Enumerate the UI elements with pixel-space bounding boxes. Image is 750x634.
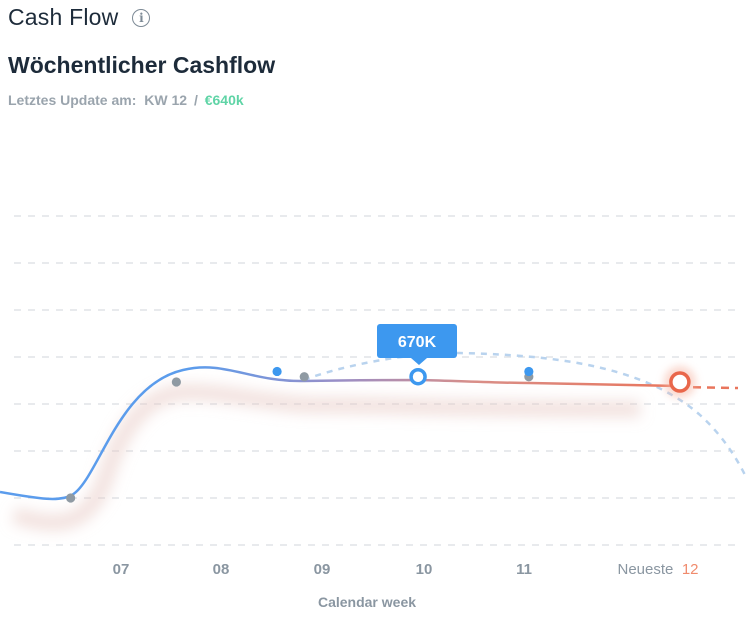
x-tick-label-latest: Neueste 12 xyxy=(617,561,698,578)
data-point[interactable] xyxy=(66,493,76,503)
x-axis-title: Calendar week xyxy=(318,594,416,610)
latest-prefix: Neueste xyxy=(617,561,673,578)
last-update: Letztes Update am: KW 12 / €640k xyxy=(8,92,244,108)
tooltip-arrow xyxy=(411,358,427,365)
x-axis: 07 08 09 10 11 Neueste 12 Calendar week xyxy=(113,561,699,610)
forecast-point[interactable] xyxy=(524,366,534,377)
tooltip: 670K xyxy=(377,324,457,365)
latest-point[interactable] xyxy=(669,371,691,393)
info-icon[interactable]: i xyxy=(132,8,151,27)
tooltip-value: 670K xyxy=(398,334,437,351)
chart-marks xyxy=(66,366,696,503)
x-tick-label: 11 xyxy=(516,561,532,578)
x-tick-label: 10 xyxy=(416,561,433,578)
last-update-week: KW 12 xyxy=(144,92,188,108)
chart-subtitle: Wöchentlicher Cashflow xyxy=(8,52,276,78)
forecast-curve xyxy=(303,351,747,476)
forecast-point[interactable] xyxy=(272,366,282,377)
x-tick-label: 07 xyxy=(113,561,130,578)
tooltip-box xyxy=(377,324,457,358)
data-point[interactable] xyxy=(299,372,309,382)
x-tick-label: 08 xyxy=(213,561,230,578)
line-shadow xyxy=(11,383,641,531)
last-update-label: Letztes Update am: xyxy=(8,92,137,108)
selected-point[interactable] xyxy=(409,367,427,386)
page-title: Cash Flow xyxy=(8,4,119,30)
header: Cash Flow i xyxy=(8,4,151,31)
last-update-amount: €640k xyxy=(204,92,244,108)
x-tick-label: 09 xyxy=(314,561,331,578)
last-update-separator: / xyxy=(193,92,198,108)
latest-week: 12 xyxy=(682,561,699,578)
latest-dashed-line xyxy=(678,385,739,390)
data-point[interactable] xyxy=(171,377,181,387)
